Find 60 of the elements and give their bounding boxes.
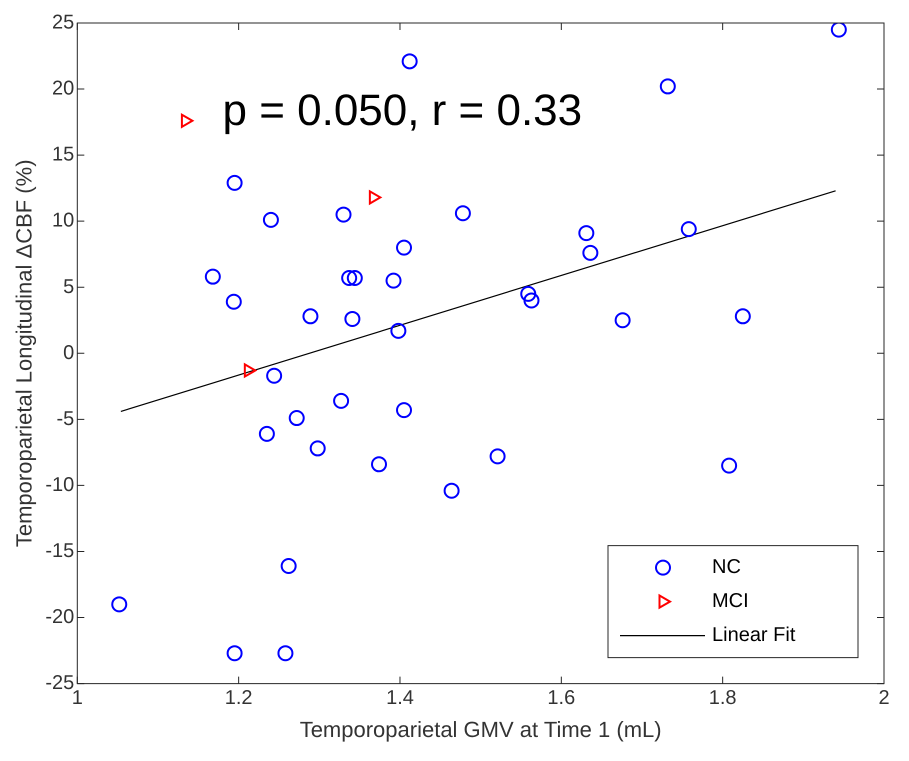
point	[680, 221, 697, 238]
point	[336, 206, 352, 223]
point	[396, 402, 412, 418]
point	[578, 225, 594, 242]
point	[614, 312, 631, 328]
point	[454, 205, 471, 222]
point	[277, 645, 294, 662]
y-tick-label: 0	[63, 342, 74, 364]
x-tick-label: 2	[878, 687, 890, 710]
point	[310, 440, 326, 456]
point	[204, 268, 221, 285]
y-axis-title: Temporoparietal Longitudinal ΔCBF (%)	[11, 159, 36, 548]
annotation: p = 0.050, r = 0.33	[222, 86, 582, 136]
point	[302, 308, 318, 324]
point	[266, 368, 282, 384]
point	[520, 286, 536, 302]
point	[346, 270, 363, 286]
point	[226, 645, 243, 662]
point	[490, 448, 506, 464]
point	[371, 456, 388, 472]
y-tick-label: 20	[52, 78, 74, 100]
y-tick-label: 10	[52, 210, 74, 232]
point	[660, 78, 676, 94]
legend-label: NC	[712, 556, 741, 578]
y-tick-label: -25	[45, 672, 74, 694]
point	[523, 292, 540, 308]
legend-label: MCI	[712, 590, 749, 612]
point	[333, 392, 350, 409]
y-tick-label: 5	[63, 276, 74, 298]
point	[226, 294, 242, 310]
x-tick-label: 1.4	[386, 687, 414, 710]
point	[734, 308, 751, 324]
x-tick-label: 1.8	[708, 687, 737, 710]
y-tick-label: -15	[45, 540, 74, 562]
x-tick-label: 1.2	[224, 687, 253, 710]
legend-label: Linear Fit	[712, 624, 796, 646]
point	[582, 244, 598, 261]
x-tick-label: 1.6	[547, 687, 576, 710]
point	[344, 310, 360, 327]
point	[226, 174, 243, 191]
point	[111, 596, 128, 612]
y-tick-label: -10	[45, 474, 74, 496]
point	[262, 212, 279, 228]
point	[396, 240, 412, 256]
point	[444, 482, 460, 499]
point	[386, 272, 402, 289]
y-tick-label: 25	[52, 12, 74, 34]
x-axis-title: Temporoparietal GMV at Time 1 (mL)	[300, 716, 662, 742]
x-tick-label: 1	[72, 687, 83, 710]
point	[288, 410, 305, 426]
point	[390, 322, 406, 339]
y-tick-label: 15	[52, 144, 74, 166]
point	[830, 23, 847, 38]
point	[341, 270, 358, 286]
y-tick-label: -20	[45, 606, 74, 628]
point	[402, 53, 418, 70]
point	[258, 426, 275, 442]
y-tick-label: -5	[56, 408, 74, 430]
point	[280, 558, 297, 574]
point	[721, 458, 738, 474]
